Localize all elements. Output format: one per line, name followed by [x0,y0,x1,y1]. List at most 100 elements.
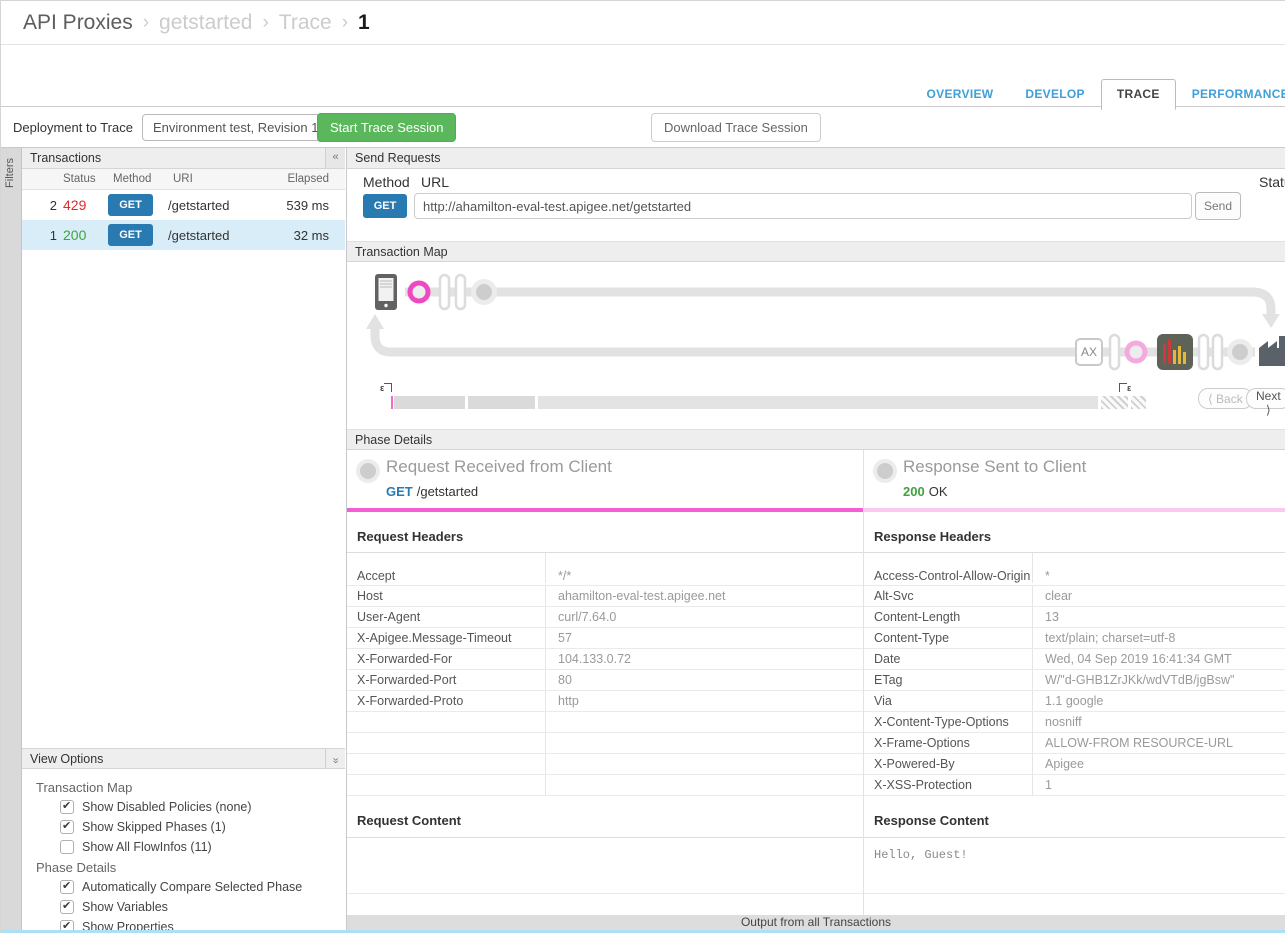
breadcrumb: API Proxies › getstarted › Trace › 1 [1,1,1285,45]
checkbox[interactable] [60,840,74,854]
header-row: Via 1.1 google [864,691,1285,712]
checkbox-option[interactable]: Show Properties [60,919,345,933]
header-row: Access-Control-Allow-Origin * [864,553,1285,586]
method-badge[interactable]: GET [108,224,153,246]
checkbox-label: Show Properties [82,920,174,933]
phase-details-title: Phase Details [355,433,433,447]
row-number: 2 [49,197,57,213]
breadcrumb-proxy-name[interactable]: getstarted [159,10,253,34]
method-badge[interactable]: GET [108,194,153,216]
policy-pill-icons[interactable] [438,273,467,311]
tab-divider-line [1,106,1285,107]
header-row [347,733,863,754]
checkbox[interactable] [60,899,74,914]
header-name: Date [874,652,901,666]
send-button[interactable]: Send [1195,192,1242,220]
header-row: Content-Length 13 [864,607,1285,628]
download-trace-session-button[interactable]: Download Trace Session [651,112,821,142]
transaction-map-header: Transaction Map [347,241,1285,262]
table-row[interactable]: 1 200 GET /getstarted 32 ms [22,220,345,250]
row-number: 1 [49,227,57,243]
request-method-button[interactable]: GET [363,194,407,218]
breadcrumb-separator: › [341,11,349,33]
request-content-body [347,838,863,894]
header-name: X-Powered-By [874,757,955,771]
checkbox-option[interactable]: Show Disabled Policies (none) [60,799,345,814]
checkbox-option[interactable]: Automatically Compare Selected Phase [60,879,345,894]
header-row: ETag W/"d-GHB1ZrJKk/wdVTdB/jgBsw" [864,670,1285,691]
checkbox-option[interactable]: Show All FlowInfos (11) [60,840,345,854]
tab-label: TRACE [1116,87,1160,101]
header-value: Wed, 04 Sep 2019 16:41:34 GMT [1045,652,1232,666]
header-value: text/plain; charset=utf-8 [1045,631,1176,645]
header-row: Content-Type text/plain; charset=utf-8 [864,628,1285,649]
response-phase-underline [864,508,1285,512]
trace-toolbar: Deployment to Trace Environment test, Re… [1,107,1285,148]
tab[interactable]: OVERVIEW [911,79,1010,110]
uri-cell: /getstarted [168,227,230,243]
checkbox[interactable] [60,879,74,894]
breadcrumb-separator: › [262,11,269,33]
header-row: X-Forwarded-Proto http [347,691,863,712]
breadcrumb-api-proxies[interactable]: API Proxies [23,10,133,34]
trace-step-selected[interactable] [407,280,431,304]
trace-step-icon[interactable] [471,279,497,305]
send-requests-title: Send Requests [355,151,441,165]
elapsed-cell: 32 ms [293,227,329,243]
checkbox-option[interactable]: Show Variables [60,899,345,914]
response-status-text: OK [928,484,948,499]
policy-pill-icons[interactable] [1197,333,1224,371]
checkbox[interactable] [60,799,74,814]
policy-pill-icon[interactable] [1108,333,1121,371]
table-row[interactable]: 2 429 GET /getstarted 539 ms [22,190,345,220]
header-name: Content-Type [874,631,950,645]
timeline-scrubber[interactable] [390,396,1146,409]
checkbox[interactable] [60,819,74,834]
header-value: * [1045,569,1050,583]
collapse-panel-icon[interactable]: « [325,148,345,168]
header-name: ETag [874,673,903,687]
view-options-header: View Options » [22,748,345,769]
header-value: 1 [1045,778,1052,792]
analytics-ax-icon[interactable]: AX [1075,338,1103,366]
start-trace-session-button[interactable]: Start Trace Session [317,112,457,142]
response-phase-title: Response Sent to Client [903,457,1087,476]
target-server-icon [1259,336,1285,366]
phase-details-options: Automatically Compare Selected Phase Sho… [36,879,345,933]
header-row: X-Forwarded-For 104.133.0.72 [347,649,863,670]
tab[interactable]: DEVELOP [1009,79,1100,110]
send-requests-header: Send Requests [347,148,1285,169]
column-method: Method [113,173,152,185]
phase-summary-row: Request Received from Client GET/getstar… [347,450,1285,512]
url-input[interactable] [414,193,1192,219]
response-headers-title: Response Headers [864,512,1285,553]
header-row [347,754,863,775]
request-details-column: Request Headers Accept */* Host aha [347,512,864,916]
checkbox-label: Show All FlowInfos (11) [82,840,212,854]
breadcrumb-trace[interactable]: Trace [278,10,332,34]
response-headers-table: Access-Control-Allow-Origin * Alt-Svc cl… [864,553,1285,796]
header-name: X-Forwarded-Port [357,673,457,687]
next-button[interactable]: Next ⟩ [1246,388,1285,417]
analytics-chart-icon[interactable] [1157,334,1193,370]
output-from-all-transactions-bar[interactable]: Output from all Transactions [347,915,1285,930]
back-button[interactable]: ⟨ Back [1198,388,1253,409]
checkbox[interactable] [60,919,74,933]
header-row: X-XSS-Protection 1 [864,775,1285,796]
tab[interactable]: PERFORMANCE [1176,79,1285,110]
trace-step-icon[interactable] [1227,339,1253,365]
response-flow-line [366,314,1255,357]
collapse-chevrons-icon[interactable]: » [325,749,345,769]
header-value: 104.133.0.72 [558,652,631,666]
checkbox-option[interactable]: Show Skipped Phases (1) [60,819,345,834]
tab[interactable]: TRACE [1100,79,1176,110]
timeline-selected-segment[interactable] [391,396,393,409]
environment-select-value: Environment test, Revision 1 [152,119,319,135]
filters-sidebar[interactable]: Filters [1,148,22,933]
breadcrumb-revision: 1 [358,10,370,34]
request-path: /getstarted [416,484,479,499]
deployment-to-trace-label: Deployment to Trace [13,119,133,135]
environment-select[interactable]: Environment test, Revision 1 ▼ [141,113,347,141]
column-status: Status [63,173,96,185]
trace-step-icon[interactable] [1124,340,1148,364]
